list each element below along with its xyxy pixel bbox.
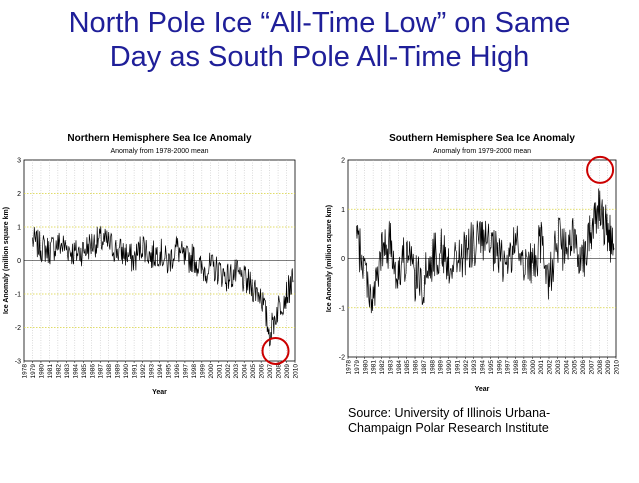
chart-subtitle: Anomaly from 1978-2000 mean bbox=[110, 148, 208, 155]
x-tick-label: 1999 bbox=[199, 364, 206, 379]
x-tick-label: 1995 bbox=[488, 360, 495, 375]
slide-title-line-2: Day as South Pole All-Time High bbox=[109, 41, 530, 73]
x-tick-label: 1978 bbox=[22, 364, 29, 379]
x-tick-label: 2003 bbox=[233, 364, 240, 379]
x-tick-label: 1986 bbox=[413, 360, 420, 375]
slide-title-line-1: North Pole Ice “All-Time Low” on Same bbox=[68, 7, 571, 39]
x-tick-label: 1997 bbox=[505, 360, 512, 375]
x-tick-label: 1993 bbox=[471, 360, 478, 375]
x-tick-label: 2000 bbox=[530, 360, 537, 375]
x-tick-label: 1994 bbox=[157, 364, 164, 379]
x-tick-label: 1979 bbox=[354, 360, 361, 375]
x-tick-label: 2007 bbox=[588, 360, 595, 375]
series-line bbox=[32, 226, 294, 347]
x-tick-label: 1985 bbox=[81, 364, 88, 379]
x-axis-label: Year bbox=[475, 386, 490, 393]
x-tick-label: 2009 bbox=[284, 364, 291, 379]
x-tick-label: 1991 bbox=[132, 364, 139, 379]
y-tick-label: 3 bbox=[17, 158, 21, 165]
y-tick-label: 1 bbox=[17, 225, 21, 232]
x-tick-label: 1998 bbox=[513, 360, 520, 375]
y-tick-label: 2 bbox=[17, 191, 21, 198]
x-tick-label: 2008 bbox=[276, 364, 283, 379]
chart-title: Northern Hemisphere Sea Ice Anomaly bbox=[67, 133, 252, 144]
x-tick-label: 2007 bbox=[267, 364, 274, 379]
x-tick-label: 1992 bbox=[463, 360, 470, 375]
x-tick-label: 1982 bbox=[55, 364, 62, 379]
x-tick-label: 2001 bbox=[216, 364, 223, 379]
highlight-circle bbox=[586, 155, 615, 184]
x-tick-label: 2004 bbox=[242, 364, 249, 379]
y-tick-label: -2 bbox=[339, 355, 345, 362]
x-tick-label: 1988 bbox=[106, 364, 113, 379]
x-tick-label: 1978 bbox=[346, 360, 353, 375]
x-tick-label: 2002 bbox=[225, 364, 232, 379]
x-tick-label: 1987 bbox=[421, 360, 428, 375]
y-tick-label: 2 bbox=[341, 158, 345, 165]
x-tick-label: 2008 bbox=[597, 360, 604, 375]
x-axis-label: Year bbox=[152, 389, 167, 396]
x-tick-label: 2003 bbox=[555, 360, 562, 375]
x-tick-label: 1979 bbox=[30, 364, 37, 379]
slide-title: North Pole Ice “All-Time Low” on Same Da… bbox=[0, 6, 639, 74]
x-tick-label: 2010 bbox=[293, 364, 300, 379]
x-tick-label: 1997 bbox=[182, 364, 189, 379]
y-axis-label: Ice Anomaly (million square km) bbox=[326, 205, 333, 312]
source-line-2: Champaign Polar Research Institute bbox=[348, 421, 549, 435]
x-tick-label: 2002 bbox=[547, 360, 554, 375]
x-tick-label: 1980 bbox=[362, 360, 369, 375]
x-tick-label: 1987 bbox=[98, 364, 105, 379]
y-tick-label: 1 bbox=[341, 207, 345, 214]
x-tick-label: 2000 bbox=[208, 364, 215, 379]
y-tick-label: -3 bbox=[15, 359, 21, 366]
y-tick-label: 0 bbox=[17, 258, 21, 265]
y-tick-label: -1 bbox=[15, 292, 21, 299]
x-tick-label: 2005 bbox=[572, 360, 579, 375]
x-tick-label: 1984 bbox=[396, 360, 403, 375]
x-tick-label: 2006 bbox=[580, 360, 587, 375]
x-tick-label: 1991 bbox=[454, 360, 461, 375]
x-tick-label: 2001 bbox=[538, 360, 545, 375]
chart-subtitle: Anomaly from 1979-2000 mean bbox=[433, 148, 531, 155]
x-tick-label: 2010 bbox=[614, 360, 621, 375]
x-tick-label: 1989 bbox=[115, 364, 122, 379]
x-tick-label: 1989 bbox=[438, 360, 445, 375]
highlight-circle bbox=[261, 336, 290, 365]
x-tick-label: 1996 bbox=[174, 364, 181, 379]
x-tick-label: 1993 bbox=[149, 364, 156, 379]
chart-title: Southern Hemisphere Sea Ice Anomaly bbox=[389, 133, 575, 144]
x-tick-label: 1988 bbox=[429, 360, 436, 375]
x-tick-label: 1994 bbox=[480, 360, 487, 375]
x-tick-label: 1990 bbox=[123, 364, 130, 379]
y-axis-label: Ice Anomaly (million square km) bbox=[3, 207, 10, 314]
y-tick-label: 0 bbox=[341, 256, 345, 263]
x-tick-label: 1982 bbox=[379, 360, 386, 375]
x-tick-label: 1999 bbox=[521, 360, 528, 375]
source-note: Source: University of Illinois Urbana- C… bbox=[348, 406, 550, 436]
x-tick-label: 1992 bbox=[140, 364, 147, 379]
x-tick-label: 1981 bbox=[47, 364, 54, 379]
x-tick-label: 1983 bbox=[387, 360, 394, 375]
x-tick-label: 1990 bbox=[446, 360, 453, 375]
x-tick-label: 1996 bbox=[496, 360, 503, 375]
x-tick-label: 1986 bbox=[89, 364, 96, 379]
x-tick-label: 1980 bbox=[38, 364, 45, 379]
x-tick-label: 1981 bbox=[371, 360, 378, 375]
y-tick-label: -1 bbox=[339, 305, 345, 312]
x-tick-label: 1998 bbox=[191, 364, 198, 379]
series-line bbox=[356, 188, 615, 314]
y-tick-label: -2 bbox=[15, 325, 21, 332]
x-tick-label: 1984 bbox=[72, 364, 79, 379]
x-tick-label: 2009 bbox=[605, 360, 612, 375]
x-tick-label: 2005 bbox=[250, 364, 257, 379]
x-tick-label: 1983 bbox=[64, 364, 71, 379]
x-tick-label: 2006 bbox=[259, 364, 266, 379]
x-tick-label: 1995 bbox=[165, 364, 172, 379]
x-tick-label: 1985 bbox=[404, 360, 411, 375]
x-tick-label: 2004 bbox=[563, 360, 570, 375]
source-line-1: Source: University of Illinois Urbana- bbox=[348, 406, 551, 420]
